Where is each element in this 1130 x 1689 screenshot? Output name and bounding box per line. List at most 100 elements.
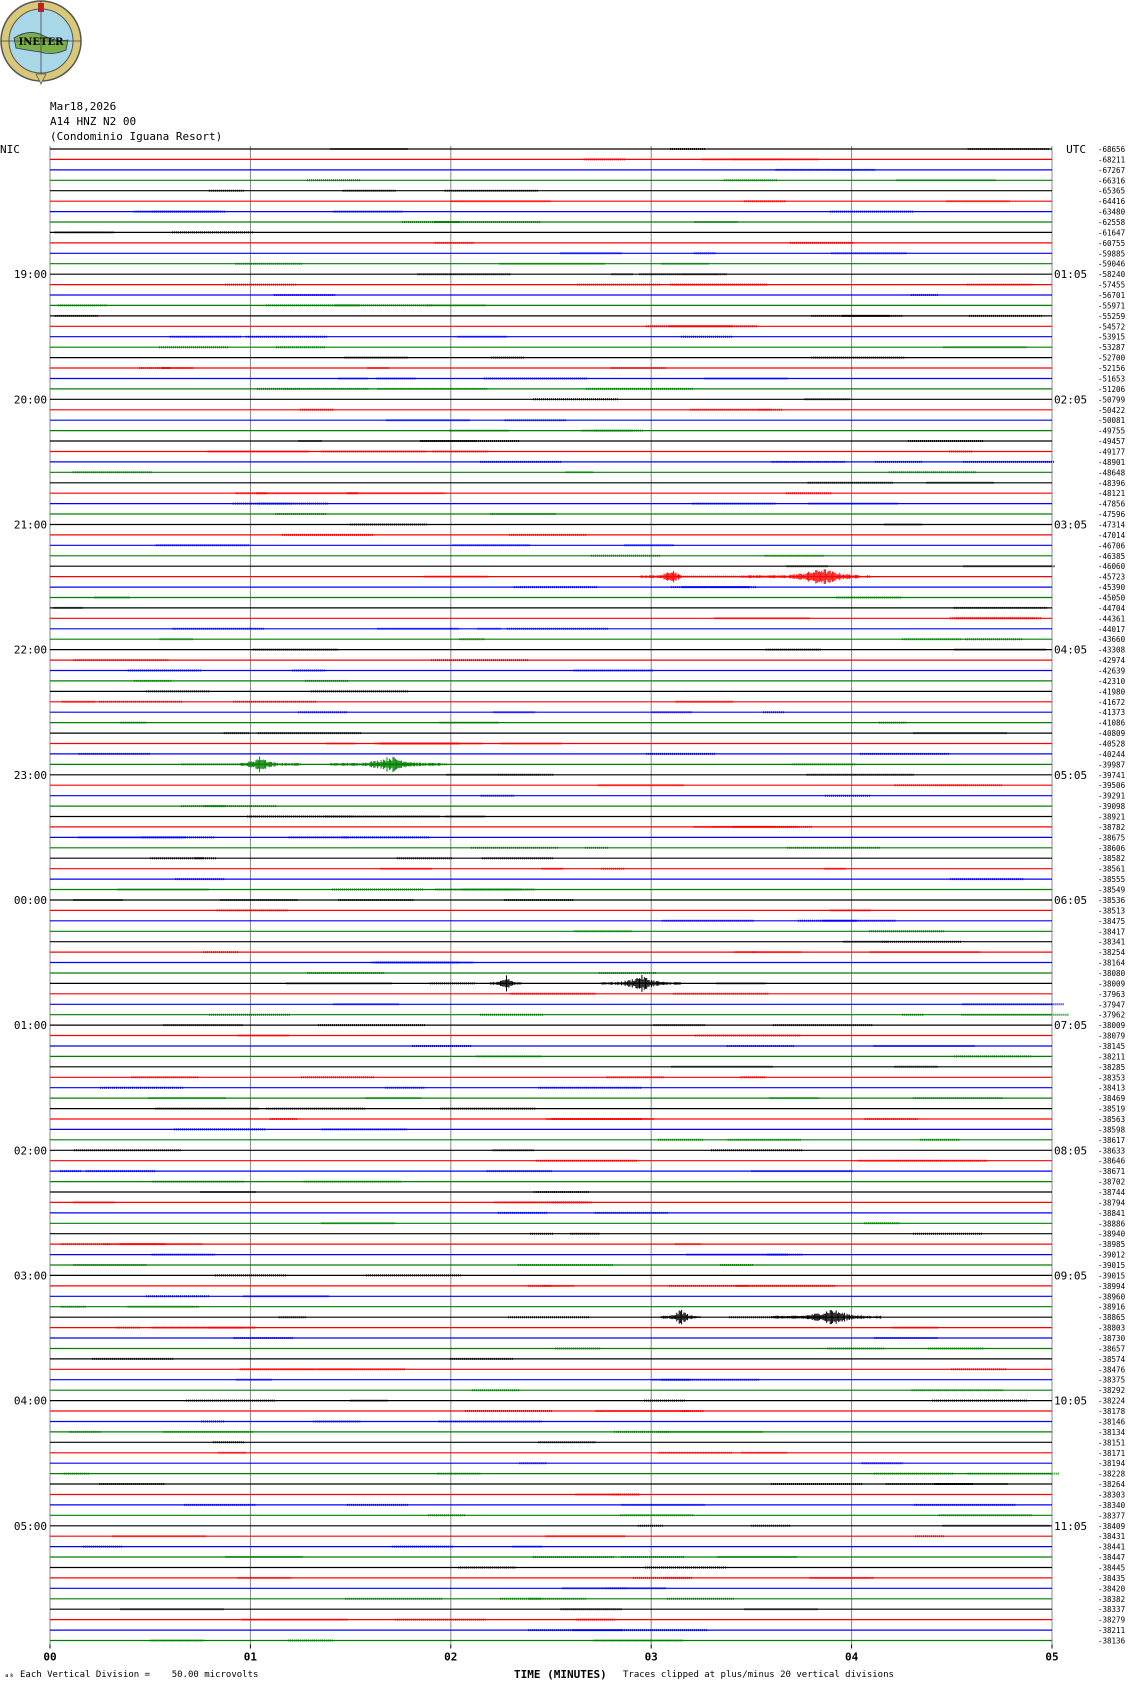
trace-value-label: -38264 <box>1098 1480 1126 1489</box>
trace-value-label: -48901 <box>1098 458 1125 467</box>
trace-noise <box>584 158 819 161</box>
trace-value-label: -38447 <box>1098 1553 1125 1562</box>
trace-value-label: -38617 <box>1098 1136 1125 1145</box>
trace-value-label: -41086 <box>1098 719 1126 728</box>
right-hour-label: 01:05 <box>1054 268 1087 281</box>
trace-noise <box>120 721 907 724</box>
trace-value-label: -53287 <box>1098 343 1125 352</box>
trace-value-label: -51206 <box>1098 385 1126 394</box>
trace-noise <box>657 1138 960 1141</box>
trace-noise <box>146 690 408 693</box>
trace-noise <box>78 836 429 839</box>
trace-noise <box>73 1264 754 1266</box>
trace-value-label: -38794 <box>1098 1198 1126 1207</box>
trace-value-label: -38657 <box>1098 1344 1125 1353</box>
trace-value-label: -41373 <box>1098 708 1125 717</box>
trace-noise <box>169 335 733 338</box>
trace-value-label: -38420 <box>1098 1584 1126 1593</box>
trace-value-label: -68211 <box>1098 155 1125 164</box>
seismic-event <box>490 975 522 992</box>
x-tick-label: 03 <box>645 1650 658 1663</box>
trace-noise <box>163 1024 873 1027</box>
trace-noise <box>82 1545 542 1548</box>
trace-noise <box>562 1587 666 1590</box>
trace-noise <box>349 523 922 526</box>
trace-value-label: -42639 <box>1098 667 1125 676</box>
trace-noise <box>671 1065 938 1068</box>
right-hour-label: 08:05 <box>1054 1144 1087 1157</box>
trace-value-label: -47856 <box>1098 500 1126 509</box>
x-tick-label: 01 <box>244 1650 258 1663</box>
trace-noise <box>412 1045 975 1047</box>
trace-value-label: -50799 <box>1098 395 1125 404</box>
trace-value-label: -38841 <box>1098 1209 1125 1218</box>
trace-value-label: -49755 <box>1098 427 1125 436</box>
trace-value-label: -38009 <box>1098 1021 1125 1030</box>
trace-noise <box>693 825 812 828</box>
trace-value-label: -38194 <box>1098 1459 1126 1468</box>
trace-noise <box>181 805 277 808</box>
trace-value-label: -54572 <box>1098 322 1125 331</box>
trace-value-label: -38671 <box>1098 1167 1125 1176</box>
left-hour-label: 21:00 <box>14 518 47 531</box>
trace-noise <box>269 1118 918 1120</box>
trace-noise <box>155 544 674 547</box>
trace-value-label: -44361 <box>1098 614 1125 623</box>
trace-value-label: -42974 <box>1098 656 1126 665</box>
right-hour-label: 02:05 <box>1054 393 1087 406</box>
trace-noise <box>598 784 1002 787</box>
trace-noise <box>235 262 709 265</box>
trace-noise <box>282 533 587 536</box>
trace-value-label: -38469 <box>1098 1094 1125 1103</box>
trace-value-label: -52700 <box>1098 354 1126 363</box>
trace-noise <box>218 1451 787 1454</box>
trace-noise <box>54 314 1042 317</box>
trace-value-label: -48396 <box>1098 479 1126 488</box>
trace-noise <box>843 940 961 943</box>
trace-value-label: -38985 <box>1098 1240 1125 1249</box>
trace-value-label: -38744 <box>1098 1188 1126 1197</box>
header-date: Mar18,2026 <box>50 100 117 113</box>
trace-value-label: -38994 <box>1098 1282 1126 1291</box>
trace-value-label: -61647 <box>1098 228 1125 237</box>
trace-noise <box>529 1232 982 1235</box>
trace-noise <box>307 972 656 974</box>
trace-noise <box>134 679 349 682</box>
trace-value-label: -38337 <box>1098 1605 1125 1614</box>
trace-noise <box>275 513 556 515</box>
trace-noise <box>646 325 758 328</box>
trace-value-label: -57455 <box>1098 281 1125 290</box>
trace-noise <box>333 1003 1064 1006</box>
trace-value-label: -37963 <box>1098 990 1125 999</box>
trace-value-label: -39098 <box>1098 802 1126 811</box>
trace-noise <box>775 168 875 171</box>
trace-noise <box>371 961 473 964</box>
trace-noise <box>69 1430 763 1433</box>
trace-value-label: -38413 <box>1098 1084 1125 1093</box>
trace-noise <box>480 460 1055 463</box>
trace-value-label: -38211 <box>1098 1626 1125 1635</box>
trace-value-label: -63480 <box>1098 208 1126 217</box>
trace-noise <box>321 1222 900 1225</box>
trace-value-label: -44017 <box>1098 625 1125 634</box>
right-hour-label: 04:05 <box>1054 644 1087 657</box>
trace-noise <box>714 617 1042 620</box>
trace-noise <box>326 742 562 745</box>
trace-noise <box>184 1503 1016 1506</box>
trace-noise <box>235 492 831 495</box>
trace-noise <box>225 283 1033 286</box>
trace-noise <box>476 1055 1031 1058</box>
vertical-division-note: Each Vertical Division = 50.00 microvolt… <box>20 1670 259 1680</box>
left-hour-label: 01:00 <box>14 1019 47 1032</box>
trace-noise <box>201 1420 542 1423</box>
trace-noise <box>535 1159 987 1162</box>
trace-noise <box>73 659 528 662</box>
left-hour-label: 00:00 <box>14 894 47 907</box>
trace-value-label: -52156 <box>1098 364 1126 373</box>
trace-value-label: -39506 <box>1098 781 1126 790</box>
left-hour-label: 02:00 <box>14 1144 47 1157</box>
trace-value-label: -38178 <box>1098 1407 1126 1416</box>
right-hour-label: 05:05 <box>1054 769 1087 782</box>
trace-noise <box>223 732 1007 735</box>
trace-value-label: -43660 <box>1098 635 1126 644</box>
